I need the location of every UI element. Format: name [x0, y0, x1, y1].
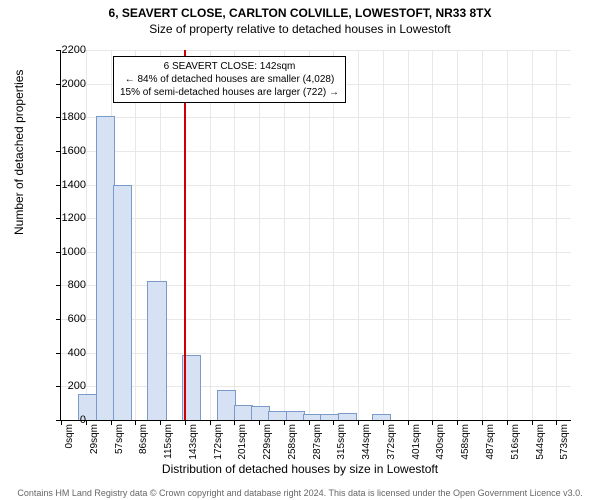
- info-box-line: 15% of semi-detached houses are larger (…: [120, 86, 339, 99]
- xtick-mark: [408, 420, 409, 425]
- gridline-vertical: [210, 50, 211, 420]
- info-box: 6 SEAVERT CLOSE: 142sqm← 84% of detached…: [113, 56, 346, 103]
- xtick-label: 344sqm: [361, 424, 372, 460]
- ytick-label: 1000: [46, 246, 86, 258]
- gridline-vertical: [532, 50, 533, 420]
- ytick-label: 2000: [46, 78, 86, 90]
- gridline-horizontal: [61, 319, 571, 320]
- xtick-label: 143sqm: [188, 424, 199, 460]
- ytick-label: 1400: [46, 179, 86, 191]
- histogram-bar: [113, 185, 132, 420]
- xtick-mark: [234, 420, 235, 425]
- xtick-mark: [507, 420, 508, 425]
- chart-container: 6, SEAVERT CLOSE, CARLTON COLVILLE, LOWE…: [0, 0, 600, 500]
- gridline-vertical: [482, 50, 483, 420]
- xtick-label: 57sqm: [114, 424, 125, 454]
- gridline-vertical: [333, 50, 334, 420]
- xtick-label: 372sqm: [386, 424, 397, 460]
- gridline-horizontal: [61, 185, 571, 186]
- ytick-label: 1600: [46, 145, 86, 157]
- xtick-mark: [259, 420, 260, 425]
- xtick-label: 172sqm: [213, 424, 224, 460]
- plot-area: 0sqm29sqm57sqm86sqm115sqm143sqm172sqm201…: [60, 50, 571, 421]
- gridline-vertical: [234, 50, 235, 420]
- xtick-label: 258sqm: [287, 424, 298, 460]
- marker-line: [184, 50, 186, 420]
- gridline-horizontal: [61, 386, 571, 387]
- xtick-label: 201sqm: [237, 424, 248, 460]
- xtick-mark: [284, 420, 285, 425]
- gridline-vertical: [284, 50, 285, 420]
- histogram-bar: [372, 414, 391, 420]
- histogram-bar: [338, 413, 357, 420]
- gridline-vertical: [86, 50, 87, 420]
- xtick-mark: [135, 420, 136, 425]
- y-axis-label: Number of detached properties: [12, 70, 26, 235]
- gridline-horizontal: [61, 285, 571, 286]
- gridline-horizontal: [61, 252, 571, 253]
- xtick-mark: [556, 420, 557, 425]
- chart-title: 6, SEAVERT CLOSE, CARLTON COLVILLE, LOWE…: [0, 0, 600, 20]
- gridline-vertical: [309, 50, 310, 420]
- gridline-horizontal: [61, 353, 571, 354]
- xtick-mark: [210, 420, 211, 425]
- xtick-mark: [358, 420, 359, 425]
- xtick-label: 430sqm: [435, 424, 446, 460]
- x-axis-label: Distribution of detached houses by size …: [0, 462, 600, 476]
- xtick-label: 0sqm: [64, 424, 75, 448]
- xtick-label: 487sqm: [485, 424, 496, 460]
- gridline-horizontal: [61, 218, 571, 219]
- ytick-label: 600: [46, 313, 86, 325]
- gridline-vertical: [457, 50, 458, 420]
- info-box-line: 6 SEAVERT CLOSE: 142sqm: [120, 60, 339, 73]
- xtick-mark: [457, 420, 458, 425]
- ytick-label: 1200: [46, 212, 86, 224]
- xtick-label: 86sqm: [138, 424, 149, 454]
- xtick-label: 287sqm: [312, 424, 323, 460]
- xtick-label: 401sqm: [411, 424, 422, 460]
- xtick-label: 516sqm: [510, 424, 521, 460]
- ytick-label: 0: [46, 414, 86, 426]
- xtick-label: 315sqm: [336, 424, 347, 460]
- xtick-mark: [482, 420, 483, 425]
- gridline-vertical: [358, 50, 359, 420]
- xtick-label: 229sqm: [262, 424, 273, 460]
- gridline-vertical: [556, 50, 557, 420]
- xtick-mark: [309, 420, 310, 425]
- gridline-vertical: [408, 50, 409, 420]
- ytick-label: 800: [46, 279, 86, 291]
- xtick-mark: [160, 420, 161, 425]
- xtick-label: 544sqm: [535, 424, 546, 460]
- xtick-mark: [383, 420, 384, 425]
- footer-attribution: Contains HM Land Registry data © Crown c…: [0, 488, 600, 498]
- ytick-label: 2200: [46, 44, 86, 56]
- xtick-mark: [532, 420, 533, 425]
- xtick-mark: [185, 420, 186, 425]
- xtick-label: 29sqm: [89, 424, 100, 454]
- ytick-label: 400: [46, 347, 86, 359]
- xtick-mark: [432, 420, 433, 425]
- xtick-label: 115sqm: [163, 424, 174, 459]
- xtick-label: 458sqm: [460, 424, 471, 460]
- gridline-vertical: [259, 50, 260, 420]
- histogram-bar: [147, 281, 166, 420]
- gridline-vertical: [383, 50, 384, 420]
- ytick-label: 200: [46, 380, 86, 392]
- xtick-mark: [333, 420, 334, 425]
- xtick-label: 573sqm: [559, 424, 570, 460]
- gridline-horizontal: [61, 117, 571, 118]
- gridline-horizontal: [61, 50, 571, 51]
- chart-subtitle: Size of property relative to detached ho…: [0, 20, 600, 36]
- gridline-vertical: [432, 50, 433, 420]
- ytick-label: 1800: [46, 111, 86, 123]
- gridline-vertical: [507, 50, 508, 420]
- gridline-vertical: [135, 50, 136, 420]
- info-box-line: ← 84% of detached houses are smaller (4,…: [120, 73, 339, 86]
- xtick-mark: [111, 420, 112, 425]
- gridline-horizontal: [61, 151, 571, 152]
